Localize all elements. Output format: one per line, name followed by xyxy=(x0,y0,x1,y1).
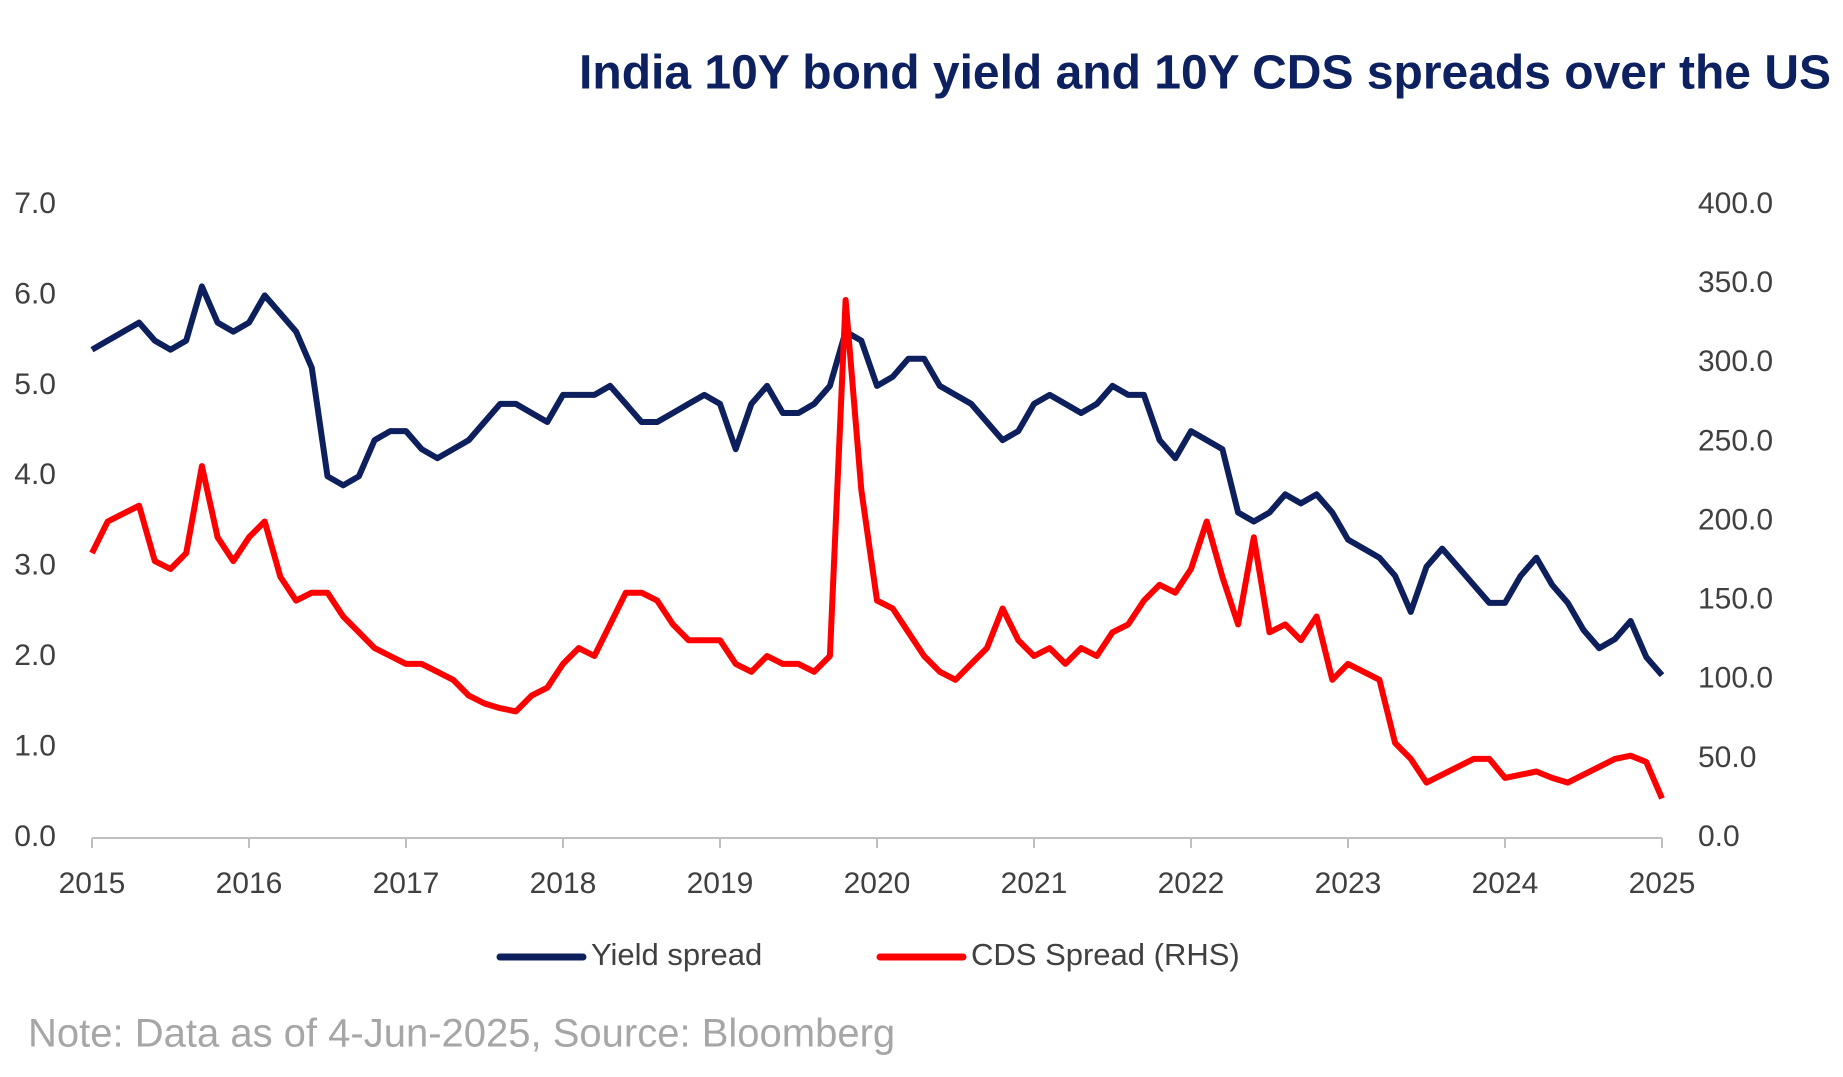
x-tick-label: 2017 xyxy=(373,867,440,900)
x-tick-label: 2021 xyxy=(1001,867,1068,900)
series-line xyxy=(90,283,1665,678)
note: Note: Data as of 4-Jun-2025, Source: Blo… xyxy=(28,1012,895,1056)
y2-tick-label: 250.0 xyxy=(1698,424,1773,457)
y2-tick-label: 0.0 xyxy=(1698,820,1740,853)
y-tick-label: 5.0 xyxy=(14,368,56,401)
y2-tick-label: 300.0 xyxy=(1698,345,1773,378)
x-tick-label: 2024 xyxy=(1472,867,1539,900)
chart-title: India 10Y bond yield and 10Y CDS spreads… xyxy=(579,47,1831,100)
y-tick-label: 0.0 xyxy=(14,820,56,853)
series-line xyxy=(89,297,1665,800)
legend-label: CDS Spread (RHS) xyxy=(971,937,1240,972)
y2-tick-label: 150.0 xyxy=(1698,583,1773,616)
y2-tick-label: 350.0 xyxy=(1698,266,1773,299)
y-tick-label: 2.0 xyxy=(14,639,56,672)
y-tick-label: 1.0 xyxy=(14,729,56,762)
y2-tick-label: 400.0 xyxy=(1698,187,1773,220)
y2-tick-label: 200.0 xyxy=(1698,503,1773,536)
x-tick-label: 2018 xyxy=(530,867,597,900)
x-tick-label: 2019 xyxy=(687,867,754,900)
legend-label: Yield spread xyxy=(591,937,762,972)
y-tick-label: 7.0 xyxy=(14,187,56,220)
x-tick-label: 2022 xyxy=(1158,867,1225,900)
y2-tick-label: 50.0 xyxy=(1698,741,1756,774)
y-tick-label: 3.0 xyxy=(14,549,56,582)
x-tick-label: 2020 xyxy=(844,867,911,900)
x-tick-label: 2023 xyxy=(1315,867,1382,900)
x-tick-label: 2025 xyxy=(1629,867,1696,900)
y2-tick-label: 100.0 xyxy=(1698,662,1773,695)
y-tick-label: 4.0 xyxy=(14,458,56,491)
y-tick-label: 6.0 xyxy=(14,277,56,310)
x-tick-label: 2015 xyxy=(59,867,126,900)
x-tick-label: 2016 xyxy=(216,867,283,900)
